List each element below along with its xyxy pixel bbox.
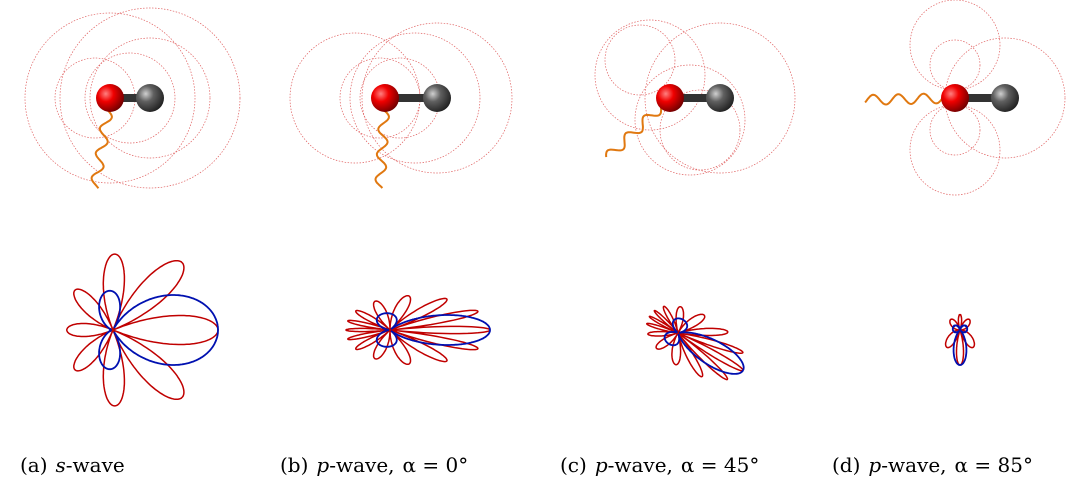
dotted-ring	[59, 7, 241, 189]
dotted-ring	[594, 19, 706, 131]
carbon-atom	[991, 84, 1019, 112]
dotted-ring	[361, 22, 513, 174]
blue-lobes	[951, 324, 969, 366]
oxygen-atom	[371, 84, 399, 112]
caption-wave-letter: p	[316, 453, 329, 477]
caption-label: (c)	[560, 453, 587, 477]
dotted-ring	[659, 89, 741, 171]
blue-lobes	[375, 312, 491, 348]
dotted-ring	[644, 22, 796, 174]
carbon-atom	[423, 84, 451, 112]
oxygen-atom	[656, 84, 684, 112]
photon	[374, 97, 390, 189]
caption: (c) p-wave, α = 45°	[560, 453, 759, 477]
caption-label: (d)	[832, 453, 860, 477]
caption: (a) s-wave	[20, 453, 125, 477]
bond	[955, 94, 1005, 102]
caption-wave: -wave,	[881, 453, 946, 477]
dotted-ring	[634, 64, 746, 176]
photon	[864, 92, 956, 106]
photon	[90, 97, 113, 189]
oxygen-atom	[941, 84, 969, 112]
caption-wave-letter: p	[595, 453, 608, 477]
bond	[110, 94, 150, 102]
caption-wave: -wave,	[608, 453, 673, 477]
dotted-ring	[84, 52, 176, 144]
photon	[605, 96, 671, 158]
caption: (b) p-wave, α = 0°	[280, 453, 468, 477]
drawings	[24, 0, 1066, 407]
bond	[385, 94, 437, 102]
blue-lobes	[98, 289, 219, 371]
dotted-ring	[89, 37, 211, 159]
dotted-ring	[24, 12, 196, 184]
carbon-atom	[706, 84, 734, 112]
red-lobes	[66, 253, 219, 407]
dotted-ring	[929, 104, 981, 156]
red-lobes	[944, 313, 976, 366]
captions: (a) s-wave (b) p-wave, α = 0° (c) p-wave, α = 4…	[20, 453, 1033, 477]
dotted-ring	[944, 37, 1066, 159]
blue-lobes	[663, 317, 745, 375]
caption-wave-letter: p	[868, 453, 881, 477]
caption-wave: -wave	[66, 453, 125, 477]
caption-wave: -wave,	[329, 453, 394, 477]
red-lobes	[345, 294, 491, 366]
caption-angle: α = 85°	[955, 453, 1033, 477]
caption-angle: α = 45°	[681, 453, 759, 477]
oxygen-atom	[96, 84, 124, 112]
caption-angle: α = 0°	[403, 453, 469, 477]
bond	[670, 94, 720, 102]
red-lobes	[646, 305, 744, 381]
caption-wave-letter: s	[56, 453, 66, 477]
dotted-ring	[909, 104, 1001, 196]
caption: (d) p-wave, α = 85°	[832, 453, 1033, 477]
caption-label: (a)	[20, 453, 48, 477]
dotted-ring	[604, 24, 676, 96]
dotted-ring	[349, 32, 481, 164]
caption-label: (b)	[280, 453, 308, 477]
carbon-atom	[136, 84, 164, 112]
dotted-ring	[909, 0, 1001, 91]
